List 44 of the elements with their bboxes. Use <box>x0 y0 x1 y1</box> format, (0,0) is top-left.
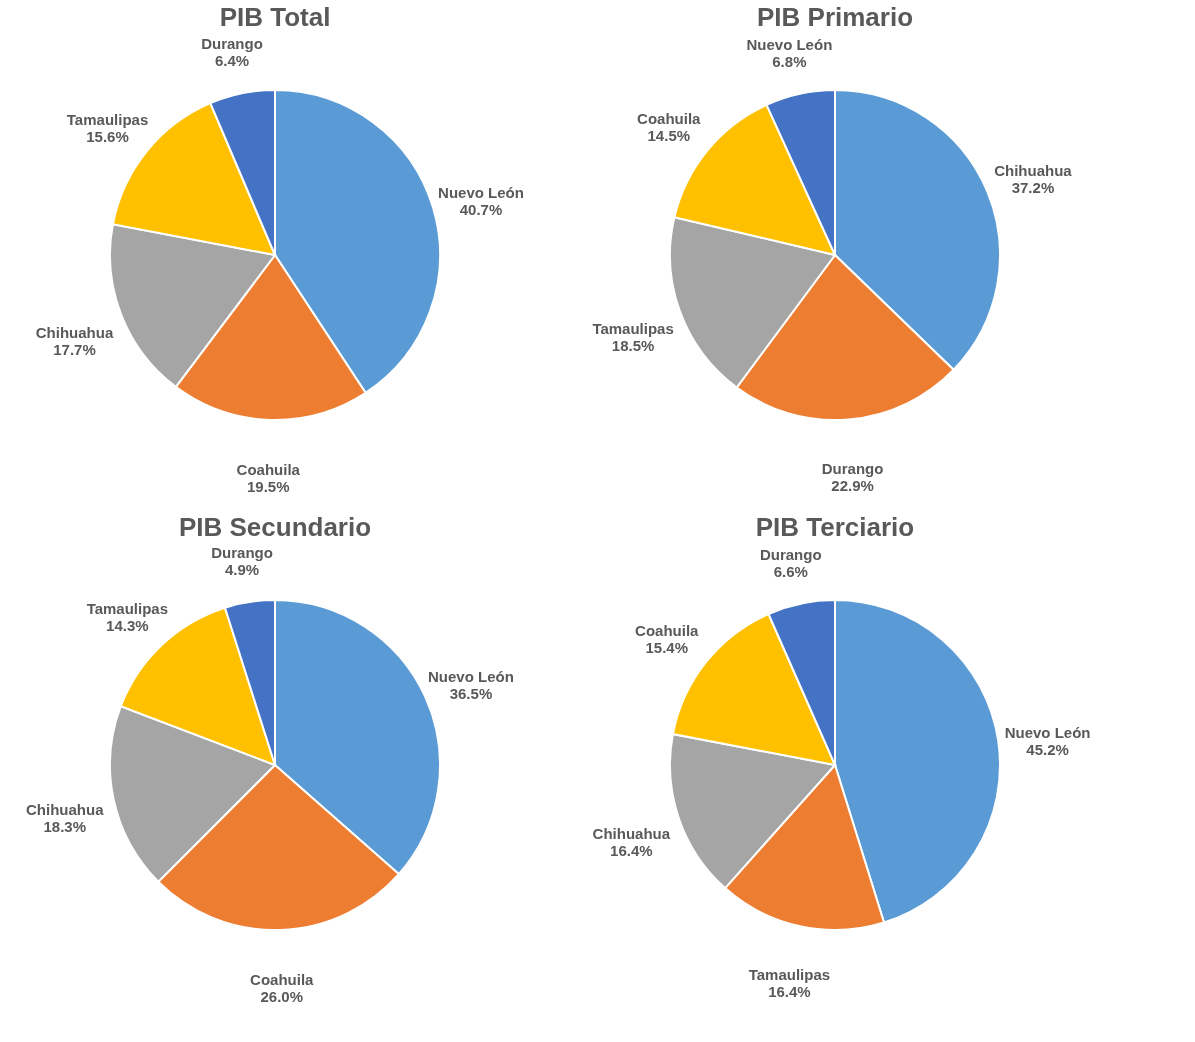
data-label: 16.4% <box>610 842 653 859</box>
slice-label: Tamaulipas <box>86 599 169 617</box>
data-label: 45.2% <box>1026 740 1069 758</box>
chart-title: PIB Secundario <box>178 512 372 542</box>
chart-title: PIB Primario <box>756 2 914 32</box>
data-label: 36.5% <box>449 684 493 702</box>
slice-label: Tamaulipas <box>592 319 674 337</box>
data-label: 18.5% <box>611 336 655 354</box>
data-label: 19.5% <box>246 477 290 495</box>
slice-label: Chihuahua <box>26 800 105 818</box>
slice-label: Durango <box>201 35 263 53</box>
slice-label: Nuevo León <box>1004 723 1091 741</box>
slice-label: Coahuila <box>250 970 315 988</box>
slice-label: Chihuahua <box>592 825 671 842</box>
data-label: 18.3% <box>43 817 87 835</box>
data-label: 16.4% <box>768 983 811 1001</box>
data-label: 15.4% <box>645 639 689 657</box>
data-label: 14.5% <box>647 126 691 144</box>
data-label: 4.9% <box>224 560 260 578</box>
data-label: 40.7% <box>459 201 503 219</box>
slice-label: Durango <box>759 545 822 563</box>
slice-label: Nuevo León <box>438 184 524 202</box>
chart-title: PIB Total <box>219 2 331 32</box>
slice-label: Nuevo León <box>746 35 833 53</box>
data-label: 37.2% <box>1011 179 1055 197</box>
slice-label: Tamaulipas <box>748 966 831 984</box>
slice-label: Durango <box>211 543 273 561</box>
slice-label: Coahuila <box>637 109 702 127</box>
data-label: 26.0% <box>260 987 304 1005</box>
slice-label: Nuevo León <box>428 667 514 685</box>
data-label: 6.4% <box>214 52 250 70</box>
chart-title: PIB Terciario <box>755 512 915 542</box>
data-label: 17.7% <box>53 340 96 358</box>
slice-label: Chihuahua <box>994 162 1073 180</box>
data-label: 6.8% <box>772 52 807 70</box>
slice-label: Tamaulipas <box>66 111 149 129</box>
slice-label: Coahuila <box>635 622 700 640</box>
data-label: 14.3% <box>106 616 149 634</box>
data-label: 15.6% <box>86 128 129 146</box>
data-label: 22.9% <box>831 477 874 495</box>
slice-label: Durango <box>821 460 884 478</box>
slice-label: Chihuahua <box>35 323 114 341</box>
slice-label: Coahuila <box>236 460 301 478</box>
data-label: 6.6% <box>773 562 808 580</box>
